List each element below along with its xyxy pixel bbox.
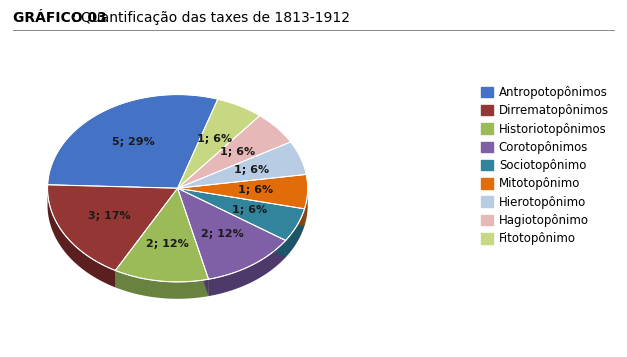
- Text: 2; 12%: 2; 12%: [201, 229, 244, 239]
- Polygon shape: [115, 188, 177, 287]
- Polygon shape: [305, 188, 308, 226]
- Legend: Antropotopônimos, Dirrematopônimos, Historiotopônimos, Corotopônimos, Sociotopôn: Antropotopônimos, Dirrematopônimos, Hist…: [478, 84, 611, 248]
- Polygon shape: [177, 142, 307, 188]
- Text: 1; 6%: 1; 6%: [219, 147, 255, 157]
- Text: 3; 17%: 3; 17%: [88, 211, 131, 221]
- Polygon shape: [115, 188, 209, 282]
- Polygon shape: [48, 189, 115, 287]
- Text: GRÁFICO 03: GRÁFICO 03: [13, 11, 107, 25]
- Polygon shape: [115, 271, 209, 299]
- Text: 2; 12%: 2; 12%: [146, 239, 189, 249]
- Polygon shape: [177, 188, 286, 279]
- Text: : Quantificação das taxes de 1813-1912: : Quantificação das taxes de 1813-1912: [72, 11, 350, 25]
- Polygon shape: [177, 188, 305, 226]
- Polygon shape: [177, 116, 291, 188]
- Polygon shape: [286, 209, 305, 257]
- Polygon shape: [209, 241, 286, 296]
- Text: 1; 6%: 1; 6%: [238, 185, 273, 195]
- Text: 5; 29%: 5; 29%: [112, 137, 154, 147]
- Polygon shape: [48, 95, 218, 188]
- Text: 1; 6%: 1; 6%: [232, 205, 267, 216]
- Text: 1; 6%: 1; 6%: [198, 134, 233, 144]
- Polygon shape: [115, 188, 177, 287]
- Polygon shape: [177, 188, 286, 257]
- Polygon shape: [177, 175, 308, 209]
- Polygon shape: [177, 188, 305, 241]
- Polygon shape: [177, 188, 209, 296]
- Polygon shape: [48, 185, 177, 271]
- Polygon shape: [177, 188, 286, 257]
- Polygon shape: [177, 99, 260, 188]
- Text: 1; 6%: 1; 6%: [234, 165, 269, 175]
- Polygon shape: [177, 188, 305, 226]
- Polygon shape: [177, 188, 209, 296]
